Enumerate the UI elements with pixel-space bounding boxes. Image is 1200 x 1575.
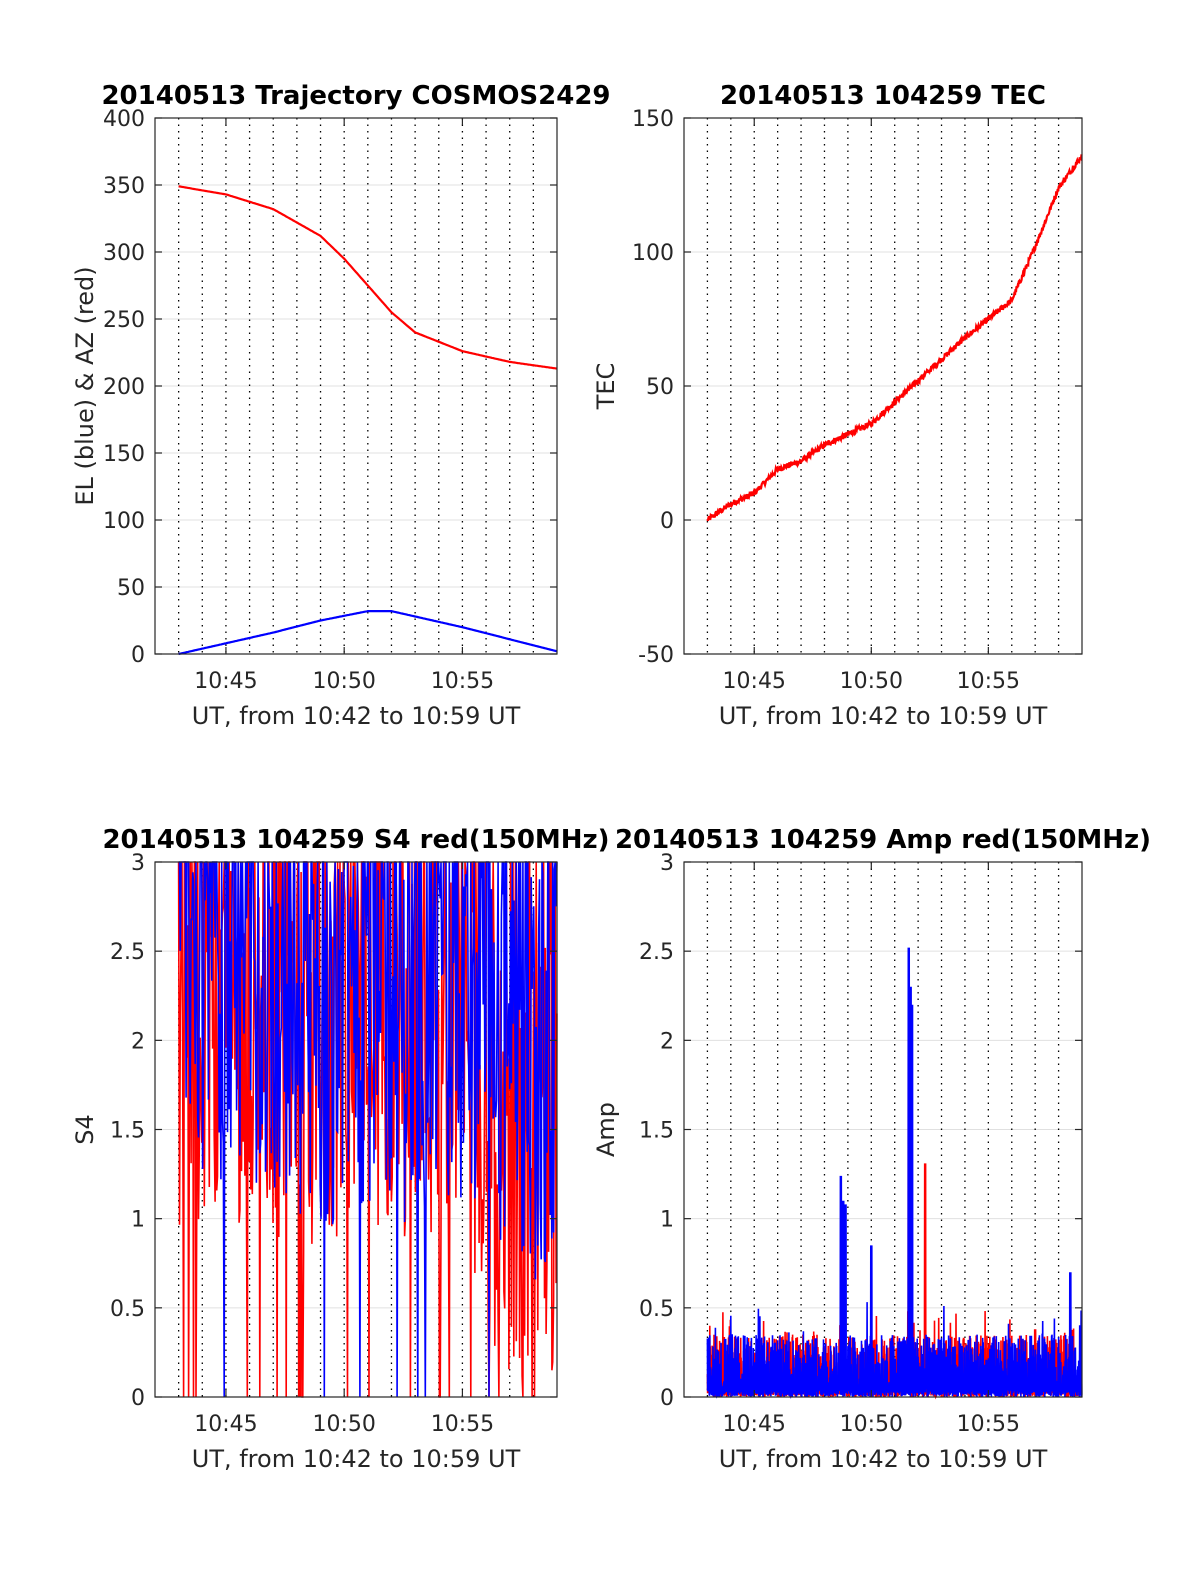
tec-ytick-label: 100 — [632, 241, 674, 266]
amp-panel: 0 0.5 1 1.5 2 2.5 3 10:45 10:50 10:55 20140513 10… — [592, 825, 1151, 1473]
amp-ytick-label: 1.5 — [639, 1119, 674, 1144]
tec-xlabel: UT, from 10:42 to 10:59 UT — [719, 702, 1048, 730]
s4-ytick-label: 1.5 — [110, 1119, 145, 1144]
amp-xtick-label: 10:50 — [840, 1412, 903, 1437]
s4-ytick-label: 2.5 — [110, 940, 145, 965]
trajectory-xtick-label: 10:50 — [312, 669, 375, 694]
trajectory-plot-area: 0 50 100 150 200 250 300 350 400 10:45 10:50 10:55 — [103, 107, 558, 694]
s4-ylabel: S4 — [71, 1114, 99, 1145]
amp-ytick-label: 1 — [660, 1208, 674, 1233]
s4-ytick-label: 2 — [131, 1029, 145, 1054]
amp-ytick-label: 0.5 — [639, 1297, 674, 1322]
s4-title: 20140513 104259 S4 red(150MHz) — [102, 825, 609, 855]
amp-title: 20140513 104259 Amp red(150MHz) — [615, 825, 1151, 855]
s4-panel: 0 0.5 1 1.5 2 2.5 3 10:45 10:50 10:55 20140513 10… — [71, 825, 610, 1473]
trajectory-series-0 — [178, 185, 558, 370]
trajectory-ytick-label: 100 — [103, 509, 145, 534]
tec-xtick-label: 10:50 — [840, 669, 903, 694]
amp-series-1 — [706, 947, 1083, 1399]
trajectory-ytick-label: 150 — [103, 442, 145, 467]
s4-ytick-label: 3 — [131, 851, 145, 876]
tec-series-0 — [706, 154, 1083, 522]
s4-ytick-label: 0.5 — [110, 1297, 145, 1322]
amp-ytick-label: 2.5 — [639, 940, 674, 965]
tec-ylabel: TEC — [592, 363, 620, 411]
s4-xtick-label: 10:55 — [431, 1412, 494, 1437]
trajectory-ytick-label: 400 — [103, 107, 145, 132]
trajectory-ytick-label: 200 — [103, 375, 145, 400]
amp-ytick-label: 3 — [660, 851, 674, 876]
s4-xlabel: UT, from 10:42 to 10:59 UT — [192, 1445, 521, 1473]
trajectory-ytick-label: 300 — [103, 241, 145, 266]
s4-xtick-label: 10:50 — [312, 1412, 375, 1437]
s4-xtick-label: 10:45 — [194, 1412, 257, 1437]
tec-xtick-label: 10:45 — [723, 669, 786, 694]
tec-ytick-label: 150 — [632, 107, 674, 132]
amp-xtick-label: 10:45 — [723, 1412, 786, 1437]
trajectory-xtick-label: 10:45 — [194, 669, 257, 694]
trajectory-title: 20140513 Trajectory COSMOS2429 — [101, 81, 610, 111]
tec-panel: -50 0 50 100 150 10:45 10:50 10:55 20140513 104… — [592, 81, 1083, 730]
tec-ytick-label: -50 — [638, 643, 674, 668]
amp-ylabel: Amp — [592, 1102, 620, 1157]
amp-xtick-label: 10:55 — [957, 1412, 1020, 1437]
s4-ytick-label: 1 — [131, 1208, 145, 1233]
tec-ytick-label: 50 — [646, 375, 674, 400]
tec-ytick-label: 0 — [660, 509, 674, 534]
trajectory-ytick-label: 250 — [103, 308, 145, 333]
s4-plot-area: 0 0.5 1 1.5 2 2.5 3 10:45 10:50 10:55 — [110, 851, 558, 1437]
s4-series-0 — [177, 860, 558, 1398]
trajectory-xtick-label: 10:55 — [431, 669, 494, 694]
amp-plot-area: 0 0.5 1 1.5 2 2.5 3 10:45 10:50 10:55 — [639, 851, 1083, 1437]
tec-xtick-label: 10:55 — [957, 669, 1020, 694]
amp-ytick-label: 2 — [660, 1029, 674, 1054]
trajectory-ylabel: EL (blue) & AZ (red) — [71, 266, 99, 505]
trajectory-ytick-label: 0 — [131, 643, 145, 668]
amp-ytick-label: 0 — [660, 1386, 674, 1411]
amp-xlabel: UT, from 10:42 to 10:59 UT — [719, 1445, 1048, 1473]
trajectory-series-1 — [178, 610, 558, 656]
s4-ytick-label: 0 — [131, 1386, 145, 1411]
trajectory-ytick-label: 350 — [103, 174, 145, 199]
tec-plot-area: -50 0 50 100 150 10:45 10:50 10:55 — [632, 107, 1083, 694]
trajectory-ytick-label: 50 — [117, 576, 145, 601]
tec-title: 20140513 104259 TEC — [720, 81, 1046, 111]
trajectory-xlabel: UT, from 10:42 to 10:59 UT — [192, 702, 521, 730]
